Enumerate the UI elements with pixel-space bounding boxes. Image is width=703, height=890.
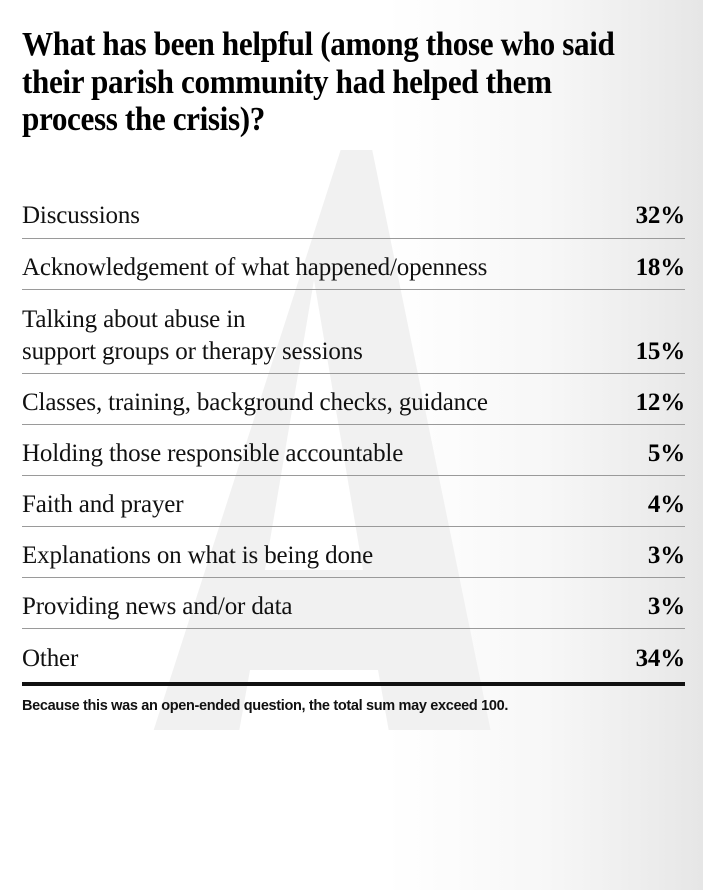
row-value: 34% [635,644,686,672]
table-row: Providing news and/or data 3% [22,578,685,629]
row-label: Explanations on what is being done [22,541,374,569]
row-label: Talking about abuse in support groups or… [22,305,363,365]
table-row: Talking about abuse in support groups or… [22,290,685,374]
footnote: Because this was an open-ended question,… [22,696,509,714]
row-label: Holding those responsible accountable [22,439,404,467]
row-value: 3% [647,592,685,620]
america-media-logo: America Media A JESUIT MINISTRY [0,742,703,890]
row-label: Acknowledgement of what happened/opennes… [22,253,488,281]
row-label: Discussions [22,201,140,229]
table-row: Discussions 32% [22,193,685,239]
results-table: Discussions 32% Acknowledgement of what … [22,193,685,714]
table-bottom-rule [22,681,685,686]
table-row: Acknowledgement of what happened/opennes… [22,239,685,290]
row-value: 12% [635,388,686,416]
row-label: Classes, training, background checks, gu… [22,388,488,416]
table-row: Other 34% [22,629,685,680]
table-row: Classes, training, background checks, gu… [22,374,685,425]
table-row: Explanations on what is being done 3% [22,527,685,578]
card-content: What has been helpful (among those who s… [22,26,685,714]
row-label: Faith and prayer [22,490,184,518]
row-value: 4% [647,490,685,518]
row-value: 3% [647,541,685,569]
row-value: 18% [635,253,686,281]
page-title: What has been helpful (among those who s… [22,26,615,139]
table-row: Holding those responsible accountable 5% [22,425,685,476]
row-value: 32% [635,201,686,229]
row-label: Other [22,644,79,672]
row-value: 15% [635,337,686,365]
table-row: Faith and prayer 4% [22,476,685,527]
row-label: Providing news and/or data [22,592,293,620]
row-value: 5% [647,439,685,467]
